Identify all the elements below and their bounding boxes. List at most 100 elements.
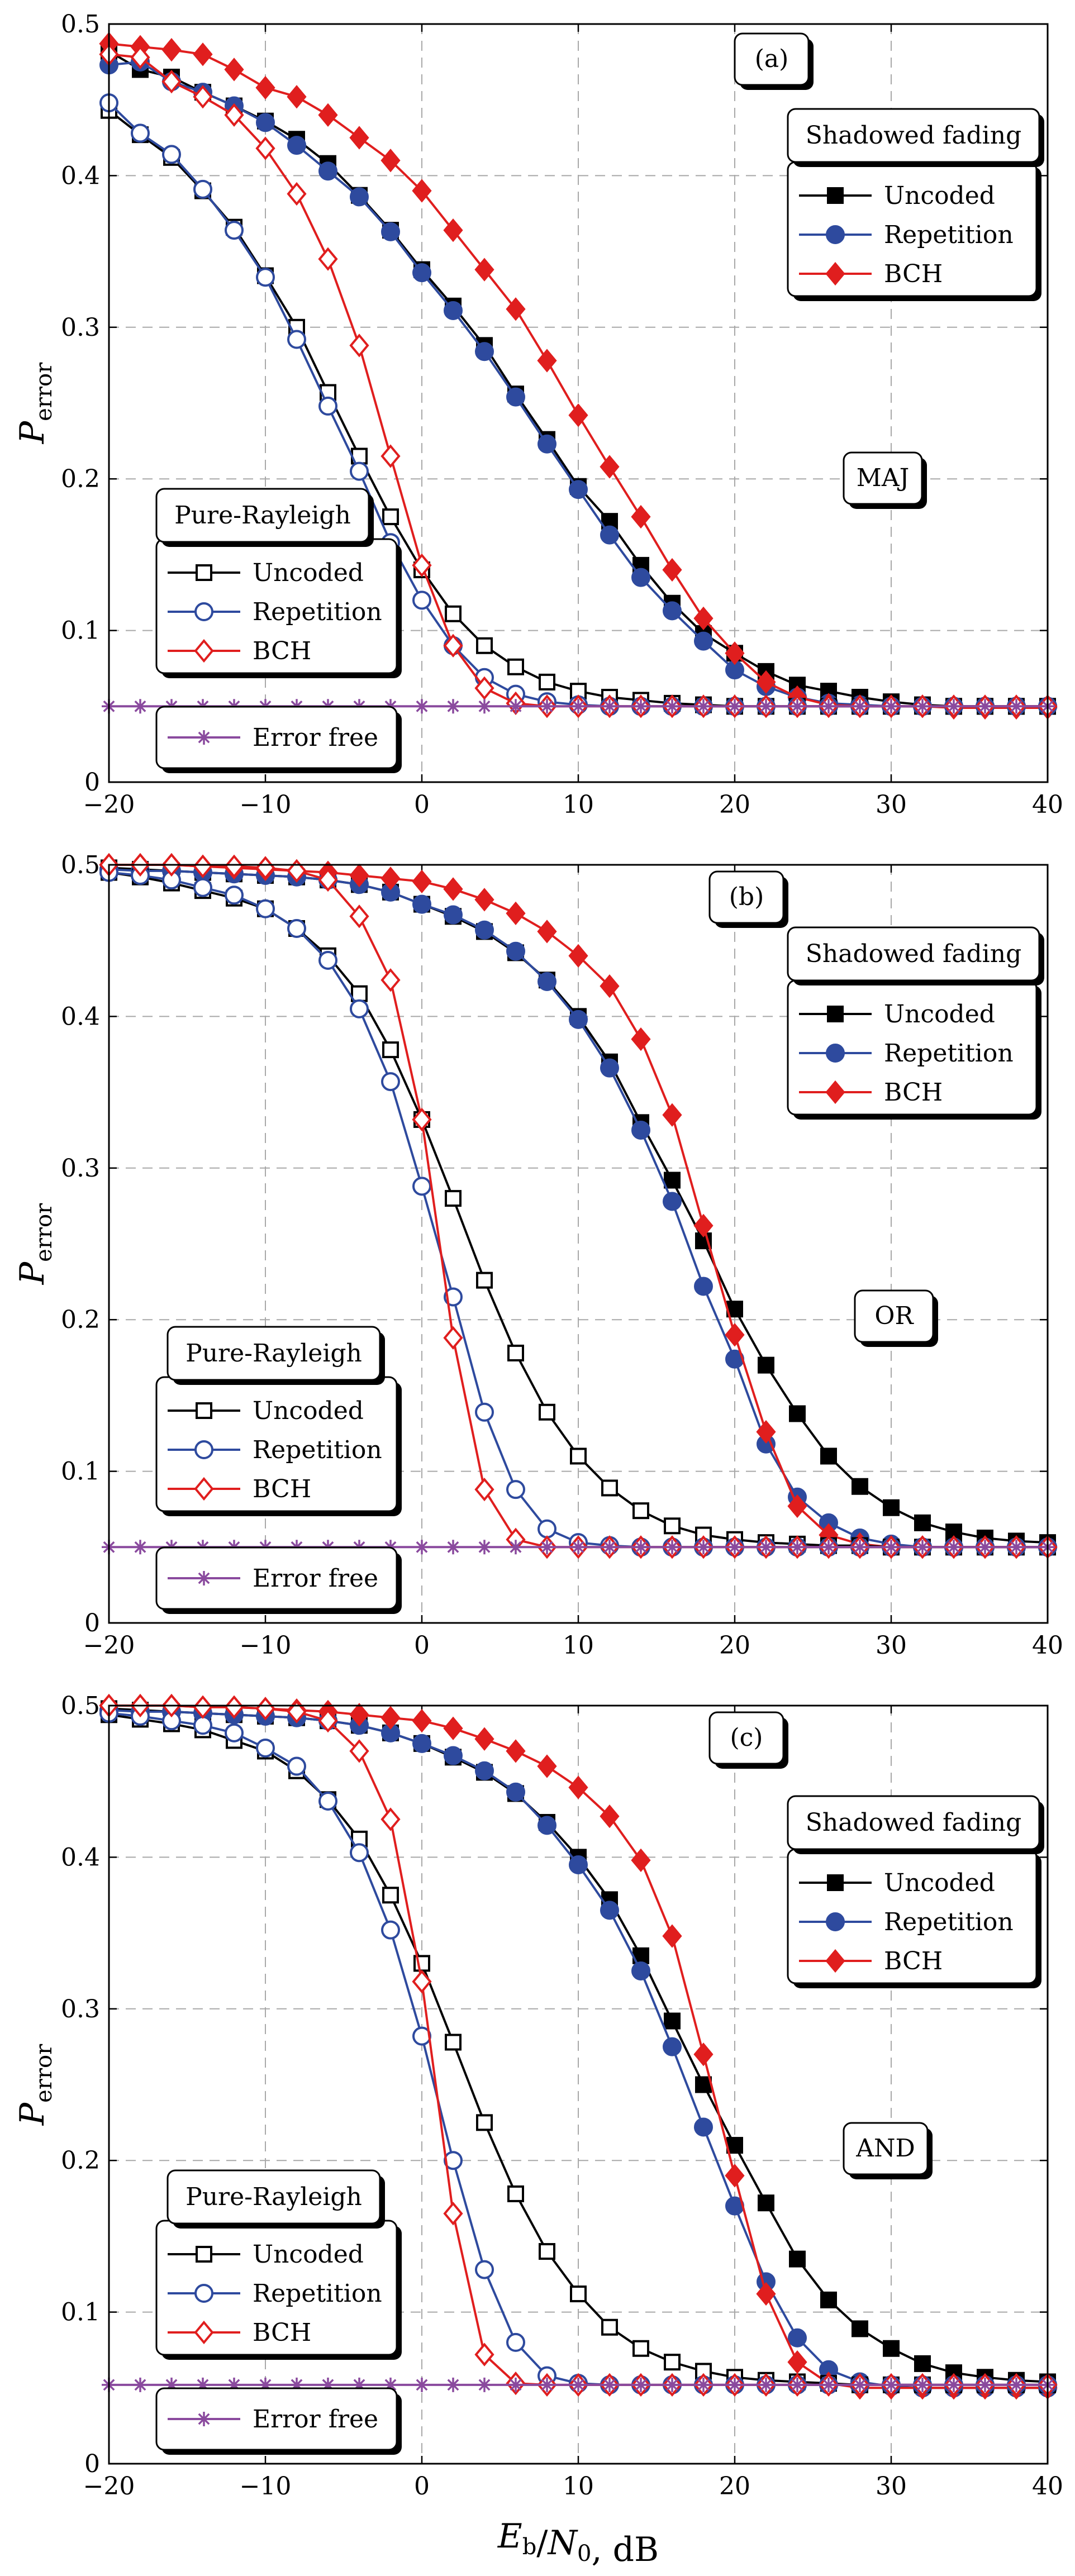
- x-tick-label: 0: [414, 1631, 430, 1660]
- legend-marker-rayleigh-uncoded: [196, 1402, 212, 1419]
- y-tick-label: 0: [84, 768, 100, 797]
- data-point-rayleigh-repetition: [256, 268, 275, 287]
- data-point-error-free: [946, 699, 961, 714]
- y-tick-label: 0.2: [61, 1306, 100, 1334]
- legend-shadowed: Shadowed fading Uncoded Repetition BCH: [787, 926, 1044, 1120]
- series-error-free: [102, 2377, 1055, 2392]
- fusion-rule-box: [854, 1289, 934, 1343]
- data-point-shadowed-repetition: [444, 1746, 463, 1765]
- data-point-shadowed-bch: [756, 2282, 776, 2306]
- data-point-error-free: [1009, 1540, 1024, 1555]
- legend-label-rayleigh-repetition: Repetition: [253, 598, 382, 626]
- data-point-shadowed-bch: [662, 1924, 682, 1948]
- legend-marker-rayleigh-repetition: [194, 602, 213, 621]
- data-point-shadowed-bch: [287, 85, 307, 109]
- data-point-rayleigh-bch: [161, 70, 182, 94]
- data-point-rayleigh-bch: [255, 136, 275, 160]
- legend-label-shadowed-repetition: Repetition: [884, 1908, 1014, 1936]
- data-point-shadowed-bch: [600, 455, 620, 479]
- legend-shadowed-title-box: [787, 108, 1040, 163]
- data-point-error-free: [227, 2377, 241, 2392]
- data-point-shadowed-bch: [443, 1716, 463, 1740]
- panel-label: (a): [755, 45, 789, 73]
- legend-label-rayleigh-bch: BCH: [253, 1475, 311, 1503]
- data-point-shadowed-bch: [725, 641, 745, 665]
- legend-marker-shadowed-repetition: [826, 225, 845, 244]
- data-point-shadowed-uncoded: [914, 1514, 931, 1531]
- y-tick-label: 0.5: [61, 10, 100, 39]
- data-point-shadowed-repetition: [631, 568, 650, 587]
- x-tick-label: 40: [1032, 2472, 1063, 2501]
- data-point-shadowed-bch: [693, 1213, 714, 1238]
- y-tick-label: 0.4: [61, 161, 100, 190]
- legend-marker-rayleigh-uncoded: [196, 564, 212, 581]
- data-point-shadowed-bch: [537, 920, 557, 944]
- x-tick-label: −10: [240, 791, 292, 819]
- legend-label-error-free: Error free: [253, 2405, 378, 2434]
- y-axis-label: Perror: [13, 362, 57, 444]
- data-point-rayleigh-repetition: [131, 123, 150, 143]
- legend-label-rayleigh-bch: BCH: [253, 637, 311, 665]
- y-tick-label: 0.2: [61, 465, 100, 493]
- data-point-rayleigh-bch: [412, 553, 432, 578]
- data-point-shadowed-bch: [787, 2350, 807, 2374]
- data-point-shadowed-bch: [787, 1494, 807, 1518]
- data-point-shadowed-bch: [412, 869, 432, 893]
- data-point-rayleigh-repetition: [162, 145, 181, 164]
- chart-panel-c: −20 −10 0 10 20 30 40 0 0.1 0.2 0.3 0.4 0.5 Perror Eb/…: [13, 1692, 1063, 2569]
- legend-shadowed-title: Shadowed fading: [806, 121, 1021, 150]
- data-point-rayleigh-uncoded: [570, 1447, 587, 1465]
- data-point-rayleigh-uncoded: [570, 2285, 587, 2303]
- legend-label-shadowed-bch: BCH: [884, 260, 943, 288]
- data-point-shadowed-bch: [631, 1848, 651, 1872]
- data-point-shadowed-repetition: [538, 434, 556, 454]
- data-point-error-free: [446, 2377, 460, 2392]
- legend-label-rayleigh-bch: BCH: [253, 2318, 311, 2347]
- data-point-rayleigh-repetition: [287, 330, 306, 349]
- data-point-error-free: [727, 699, 742, 714]
- data-point-rayleigh-repetition: [287, 1756, 306, 1776]
- data-point-shadowed-bch: [506, 1739, 526, 1763]
- data-point-rayleigh-repetition: [318, 950, 337, 970]
- data-point-shadowed-repetition: [412, 894, 431, 914]
- data-point-rayleigh-bch: [443, 2202, 463, 2226]
- data-point-rayleigh-repetition: [193, 1716, 212, 1735]
- data-point-error-free: [571, 2377, 586, 2392]
- data-point-shadowed-bch: [193, 42, 213, 66]
- legend-marker-shadowed-repetition: [826, 1044, 845, 1063]
- data-point-error-free: [133, 1540, 148, 1555]
- data-point-shadowed-repetition: [569, 1855, 588, 1874]
- data-point-rayleigh-uncoded: [445, 1190, 462, 1207]
- x-tick-label: 20: [719, 1631, 750, 1660]
- chart-panel-b: −20 −10 0 10 20 30 40 0 0.1 0.2 0.3 0.4 0.5 Perror (b)…: [13, 851, 1063, 1660]
- data-point-rayleigh-repetition: [350, 999, 369, 1018]
- data-point-error-free: [540, 699, 554, 714]
- data-point-error-free: [508, 699, 523, 714]
- x-axis-label: Eb/N0, dB: [497, 2517, 659, 2569]
- data-point-error-free: [759, 699, 773, 714]
- data-point-rayleigh-uncoded: [351, 985, 368, 1002]
- data-point-rayleigh-bch: [224, 1695, 244, 1719]
- data-point-shadowed-repetition: [663, 1192, 682, 1211]
- data-point-rayleigh-bch: [318, 1709, 338, 1733]
- legend-marker-shadowed-bch: [825, 261, 845, 286]
- data-point-shadowed-bch: [349, 1703, 369, 1727]
- x-tick-label: −20: [83, 1631, 135, 1660]
- x-tick-label: 30: [876, 791, 907, 819]
- x-tick-label: 40: [1032, 1631, 1063, 1660]
- data-point-error-free: [477, 699, 492, 714]
- data-point-error-free: [946, 1540, 961, 1555]
- data-point-rayleigh-uncoded: [601, 1479, 618, 1497]
- y-tick-label: 0.3: [61, 1995, 100, 2023]
- legend-label-shadowed-repetition: Repetition: [884, 1039, 1014, 1068]
- data-point-error-free: [415, 2377, 429, 2392]
- data-point-error-free: [790, 2377, 805, 2392]
- data-point-shadowed-bch: [380, 866, 401, 891]
- data-point-shadowed-bch: [693, 606, 714, 631]
- data-point-shadowed-uncoded: [695, 2076, 712, 2093]
- legend-marker-shadowed-bch: [825, 1949, 845, 1973]
- data-point-error-free: [415, 699, 429, 714]
- data-point-error-free: [634, 1540, 648, 1555]
- data-point-shadowed-repetition: [663, 601, 682, 621]
- data-point-rayleigh-bch: [380, 968, 401, 992]
